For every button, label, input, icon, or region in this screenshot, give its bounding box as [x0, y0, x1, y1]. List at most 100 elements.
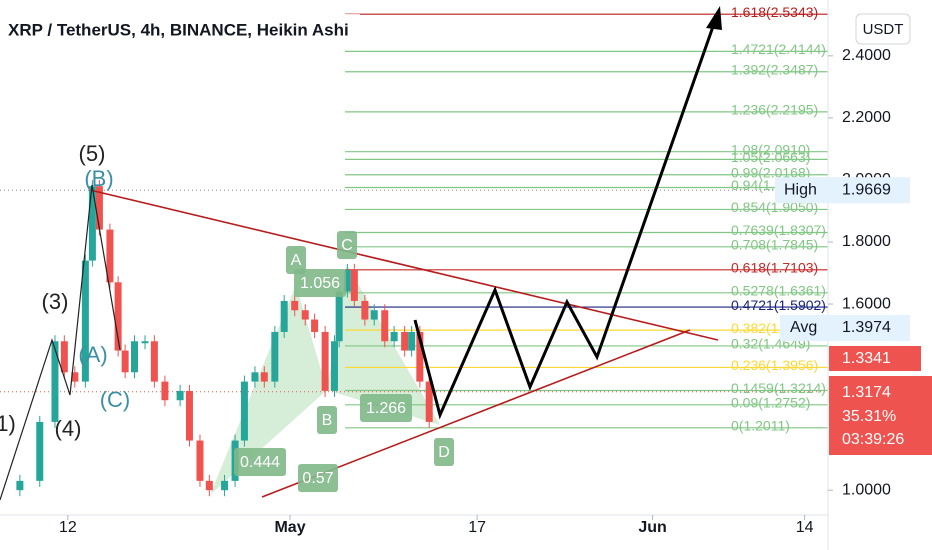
- arrow-head: [706, 6, 722, 30]
- x-tick-label: Jun: [638, 519, 666, 536]
- pattern-ratio: 0.444: [240, 454, 280, 471]
- y-tick-label: 1.6000: [842, 295, 891, 312]
- fib-label: 1.618(2.5343): [731, 4, 818, 20]
- title-bg: [0, 14, 360, 46]
- fib-label: 0.618(1.7103): [731, 260, 818, 276]
- candle: [205, 480, 213, 491]
- candle: [381, 310, 389, 342]
- candle: [71, 372, 79, 382]
- candle: [60, 341, 68, 373]
- currency-button[interactable]: [855, 13, 911, 45]
- fib-label: 1.236(2.2195): [731, 102, 818, 118]
- pattern-ratio-box: [294, 269, 346, 297]
- pattern-point: D: [438, 444, 450, 461]
- candle: [88, 186, 96, 261]
- time-axis: [0, 515, 828, 550]
- pattern-ratio-box: [298, 464, 338, 492]
- candle: [408, 331, 416, 351]
- candle: [141, 341, 149, 344]
- candle: [301, 310, 309, 320]
- candle: [330, 341, 338, 391]
- pattern-ratio-box: [360, 394, 412, 422]
- prev-price-badge: [829, 346, 921, 371]
- candle: [311, 319, 319, 332]
- candle: [150, 341, 158, 382]
- wave-label: (C): [100, 387, 131, 412]
- avg-label: Avg: [790, 319, 817, 336]
- avg-value: 1.3974: [842, 319, 891, 336]
- y-tick-label: 2.2000: [842, 109, 891, 126]
- candle: [401, 331, 409, 351]
- pattern-point: A: [291, 252, 302, 269]
- candle: [291, 300, 299, 311]
- wave-label: (A): [78, 342, 107, 367]
- fib-label: 0.09(1.2752): [731, 395, 810, 411]
- high-value: 1.9669: [842, 181, 891, 198]
- fib-label: 0.99(2.0168): [731, 164, 810, 180]
- candle: [176, 390, 184, 401]
- candle: [95, 186, 103, 230]
- pattern-point-box: [337, 231, 357, 259]
- x-tick-label: May: [274, 519, 305, 536]
- candle: [425, 381, 433, 422]
- candle: [251, 372, 259, 382]
- countdown: 03:39:26: [842, 431, 904, 448]
- wave-line: [0, 184, 121, 501]
- avg-badge: [780, 315, 910, 341]
- pattern-point: C: [341, 237, 353, 254]
- fib-label: 1.4721(2.4144): [731, 41, 826, 57]
- candle: [185, 390, 193, 441]
- candle: [321, 331, 329, 391]
- pattern-ratio: 0.57: [302, 470, 333, 487]
- fib-label: 0.236(1.3956): [731, 357, 818, 373]
- fib-label: 0(1.2011): [731, 417, 790, 433]
- fib-label: 0.708(1.7845): [731, 236, 818, 252]
- fib-label: 0.5278(1.6361): [731, 283, 826, 299]
- currency: USDT: [863, 21, 904, 38]
- candle: [130, 341, 138, 373]
- candle: [271, 331, 279, 382]
- candle: [106, 229, 114, 283]
- trendline: [89, 189, 719, 341]
- fib-label: 0.4721(1.5902): [731, 297, 826, 313]
- wave-label: (B): [84, 166, 113, 191]
- candle: [196, 440, 204, 481]
- candle: [16, 480, 24, 491]
- candle: [361, 300, 369, 320]
- wave-label: (3): [42, 289, 69, 314]
- prev-price: 1.3341: [842, 350, 891, 367]
- pattern-point: B: [322, 412, 333, 429]
- candle: [114, 282, 122, 351]
- wave-label: (4): [55, 416, 82, 441]
- fib-label: 1.392(2.3487): [731, 61, 818, 77]
- candle: [36, 421, 44, 481]
- candle: [81, 260, 89, 382]
- candle: [280, 300, 288, 332]
- wave-label: (5): [79, 141, 106, 166]
- plot-area: [0, 13, 828, 495]
- pattern-ratio: 1.266: [366, 400, 406, 417]
- candle: [121, 350, 129, 373]
- candle: [343, 269, 351, 292]
- candle: [390, 331, 398, 342]
- pattern-point-box: [434, 438, 454, 466]
- fib-label: 0.7639(1.8307): [731, 222, 826, 238]
- candle: [335, 291, 343, 342]
- candle: [240, 381, 248, 441]
- candle: [370, 310, 378, 320]
- fib-label: 1.08(2.0910): [731, 141, 810, 157]
- candle: [260, 372, 268, 382]
- candle: [161, 381, 169, 401]
- pattern-shade: [210, 285, 327, 495]
- change: 35.31%: [842, 408, 896, 425]
- candle: [416, 331, 424, 382]
- pattern-ratio-box: [234, 448, 286, 476]
- fib-label: 0.1459(1.3214): [731, 380, 826, 396]
- y-tick-label: 1.8000: [842, 233, 891, 250]
- pattern-ratio: 1.056: [300, 275, 340, 292]
- x-tick-label: 12: [59, 519, 77, 536]
- pattern-shade: [327, 265, 440, 425]
- chart-title: XRP / TetherUS, 4h, BINANCE, Heikin Ashi: [8, 20, 349, 39]
